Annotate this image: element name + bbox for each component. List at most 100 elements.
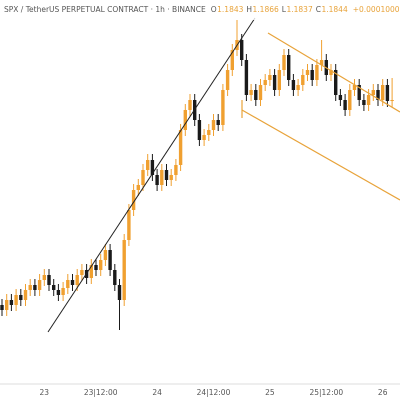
- x-tick-label: 24|12:00: [197, 388, 231, 397]
- candle-body: [254, 90, 258, 100]
- channel-lower: [241, 109, 400, 201]
- candle-body: [216, 120, 220, 125]
- candle-body: [258, 85, 263, 100]
- candle-body: [296, 85, 300, 90]
- candle-body: [33, 285, 37, 290]
- candle-body: [211, 120, 216, 130]
- ohlc-label: O: [211, 5, 217, 14]
- candle-body: [291, 80, 296, 90]
- candle-body: [282, 55, 286, 70]
- candle-body: [5, 300, 9, 310]
- candle-body: [315, 65, 319, 80]
- candle-body: [381, 85, 385, 100]
- candle-body: [310, 70, 314, 80]
- ohlc-value: 1.1844: [321, 5, 347, 14]
- candle-body: [178, 130, 183, 165]
- candle-body: [42, 275, 46, 280]
- candle-body: [150, 160, 155, 175]
- candle-body: [113, 270, 117, 285]
- candle-body: [319, 60, 324, 65]
- candle-body: [174, 165, 178, 175]
- candle-body: [164, 170, 169, 180]
- candle-body: [390, 100, 394, 101]
- candle-body: [61, 288, 65, 295]
- candle-body: [362, 100, 366, 105]
- trend-line: [47, 17, 256, 333]
- x-tick-label: 23: [40, 388, 50, 397]
- x-tick-label: 25|12:00: [309, 388, 343, 397]
- candle-body: [202, 135, 206, 140]
- candle-body: [272, 75, 277, 90]
- candle-body: [122, 240, 126, 300]
- candle-body: [230, 50, 234, 70]
- candle-body: [225, 70, 230, 90]
- candle-body: [305, 70, 310, 75]
- ohlc-value: 1.1843: [217, 5, 243, 14]
- candle-body: [66, 280, 70, 288]
- candle-body: [197, 120, 202, 140]
- candle-body: [108, 250, 112, 270]
- header: SPX / TetherUS PERPETUAL CONTRACT · 1h ·…: [4, 5, 400, 14]
- ohlc-value: 1.1866: [253, 5, 279, 14]
- candle-body: [343, 100, 347, 110]
- x-tick-label: 26: [378, 388, 388, 397]
- candle-body: [338, 95, 343, 100]
- candle-body: [366, 95, 371, 105]
- candle-body: [301, 75, 305, 85]
- candle-body: [127, 210, 131, 240]
- candle-body: [357, 85, 361, 100]
- chart-title: SPX / TetherUS PERPETUAL CONTRACT · 1h ·…: [4, 5, 206, 14]
- candle-body: [0, 305, 4, 310]
- candle-body: [141, 170, 145, 185]
- channel-upper: [267, 32, 400, 113]
- candle-body: [221, 90, 225, 125]
- candle-body: [117, 285, 122, 300]
- candle-body: [23, 290, 28, 300]
- candle-body: [103, 250, 108, 260]
- candle-body: [89, 265, 93, 278]
- candle-body: [47, 275, 51, 285]
- candle-body: [136, 185, 140, 190]
- x-tick-label: 23|12:00: [84, 388, 118, 397]
- ohlc-value: 1.1837: [286, 5, 312, 14]
- candle-body: [263, 80, 267, 85]
- candle-body: [70, 280, 75, 285]
- candle-body: [9, 300, 14, 305]
- ohlc-label: H: [246, 5, 252, 14]
- candle-body: [146, 160, 150, 170]
- candle-body: [207, 130, 211, 135]
- candle-body: [268, 75, 272, 80]
- candle-body: [376, 90, 380, 100]
- candle-body: [131, 190, 136, 210]
- candle-body: [28, 285, 32, 290]
- candle-body: [348, 90, 352, 110]
- candle-body: [155, 175, 159, 185]
- candle-body: [169, 175, 173, 180]
- candle-body: [19, 295, 23, 300]
- candle-body: [385, 85, 390, 101]
- change-value: +0.0001000 (+0.01%): [353, 5, 400, 14]
- header-bg: [0, 0, 400, 20]
- candle-body: [160, 170, 164, 185]
- candle-body: [371, 90, 375, 95]
- candle-body: [52, 285, 56, 290]
- candle-body: [75, 275, 79, 285]
- candle-body: [240, 40, 244, 60]
- candle-body: [244, 60, 249, 95]
- candle-body: [37, 280, 42, 290]
- candle-body: [188, 100, 192, 110]
- candle-body: [183, 110, 187, 130]
- candle-body: [287, 55, 291, 80]
- ohlc-label: L: [282, 5, 287, 14]
- candle-body: [99, 260, 103, 270]
- candle-body: [329, 70, 333, 75]
- candle-body: [56, 290, 61, 295]
- candle-body: [80, 270, 84, 275]
- plot-area: [0, 20, 394, 330]
- candle-body: [94, 265, 98, 270]
- ohlc-label: C: [316, 5, 321, 14]
- x-tick-label: 25: [265, 388, 275, 397]
- candle-body: [334, 70, 338, 95]
- candle-body: [249, 90, 253, 95]
